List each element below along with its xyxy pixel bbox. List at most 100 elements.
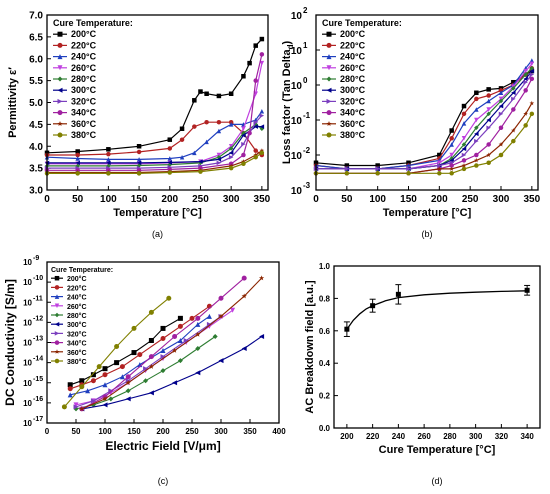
data-point — [167, 156, 173, 161]
data-point — [167, 137, 173, 142]
data-point — [498, 125, 504, 131]
x-axis-title: Electric Field [V/μm] — [105, 439, 220, 453]
a-legend-label: 380°C — [71, 130, 97, 140]
b-legend-marker — [326, 110, 332, 116]
data-point — [253, 154, 258, 160]
a-legend-label: 340°C — [71, 108, 97, 118]
data-point — [449, 142, 454, 147]
data-point — [529, 61, 535, 67]
data-point — [375, 166, 380, 172]
data-point — [370, 303, 376, 309]
data-point — [344, 163, 350, 168]
data-point — [474, 107, 479, 112]
data-point — [108, 388, 114, 394]
data-point — [228, 146, 234, 151]
series-line — [81, 277, 245, 410]
c-legend-label: 200°C — [67, 275, 87, 283]
y-tick-exponent: -13 — [33, 336, 43, 343]
data-point — [79, 406, 85, 412]
x-tick-label: 220 — [366, 432, 380, 441]
data-point — [75, 149, 80, 154]
x-tick-label: 50 — [72, 194, 84, 205]
b-legend-label: 380°C — [340, 130, 366, 140]
data-point — [461, 152, 467, 158]
y-tick-exponent: 2 — [303, 6, 308, 15]
data-point — [486, 142, 491, 147]
y-axis-title: AC Breakdown field [a.u.] — [304, 280, 316, 414]
series-240C — [67, 313, 212, 398]
data-point — [253, 78, 258, 83]
data-point — [344, 326, 350, 332]
panel-caption: (a) — [152, 229, 163, 239]
data-point — [172, 333, 178, 339]
data-point — [125, 396, 131, 402]
y-tick-label: 5.0 — [29, 98, 43, 109]
data-point — [486, 98, 491, 104]
data-point — [204, 139, 209, 145]
data-point — [67, 386, 73, 392]
data-point — [136, 171, 142, 176]
b-legend-title: Cure Temperature: — [322, 18, 402, 28]
data-point — [486, 160, 491, 166]
series-320C — [313, 72, 535, 172]
data-point — [195, 321, 201, 327]
data-point — [253, 43, 258, 48]
data-point — [474, 157, 479, 163]
data-point — [195, 331, 201, 337]
data-point — [148, 390, 154, 396]
y-tick-exponent: -3 — [303, 181, 311, 190]
series-200C — [67, 315, 183, 388]
c-legend-marker — [54, 285, 60, 290]
data-point — [167, 146, 173, 151]
data-point — [75, 160, 80, 166]
x-tick-label: 150 — [131, 194, 148, 205]
b-legend-label: 340°C — [340, 108, 366, 118]
c-legend-label: 280°C — [67, 312, 87, 320]
data-point — [228, 150, 234, 156]
y-tick-exponent: -1 — [303, 111, 311, 120]
data-point — [85, 388, 91, 394]
y-tick-label: 4.0 — [29, 142, 43, 153]
x-axis-title: Cure Temperature [°C] — [379, 444, 496, 456]
a-legend-label: 300°C — [71, 85, 97, 95]
c-legend-marker — [54, 349, 60, 354]
c-legend-marker — [54, 294, 60, 299]
data-point — [228, 91, 234, 96]
y-tick-label: 0.8 — [319, 294, 331, 303]
data-point — [125, 388, 131, 394]
data-point — [241, 141, 246, 147]
data-point — [177, 323, 183, 329]
data-point — [449, 166, 454, 171]
data-point — [108, 396, 114, 402]
data-point — [228, 163, 234, 168]
data-point — [474, 163, 479, 168]
data-point — [259, 333, 265, 339]
panel-caption: (b) — [422, 229, 433, 239]
data-point — [529, 68, 535, 74]
data-point — [148, 309, 154, 315]
panel-d: 200 220 240 260 280 300 320 340 0.0 0.2 0.4 0.6 0.8 1… — [304, 262, 541, 486]
data-point — [461, 166, 467, 172]
data-point — [177, 337, 183, 343]
y-tick-label: 3.5 — [29, 164, 43, 175]
y-tick-exponent: -14 — [33, 356, 43, 363]
data-point — [511, 107, 516, 112]
x-tick-label: 150 — [400, 194, 417, 205]
data-point — [106, 171, 111, 176]
data-point — [183, 337, 189, 343]
data-point — [198, 159, 203, 164]
data-point — [75, 152, 80, 158]
data-point — [204, 91, 209, 96]
series-380C — [44, 150, 265, 176]
c-legend-marker — [54, 312, 60, 318]
data-point — [247, 60, 252, 66]
data-point — [148, 363, 154, 369]
y-tick-label: 6.5 — [29, 32, 43, 43]
data-point — [259, 124, 265, 129]
data-point — [216, 160, 222, 166]
data-point — [143, 366, 149, 372]
data-point — [474, 96, 479, 102]
data-point — [90, 378, 96, 384]
x-tick-label: 250 — [185, 427, 199, 436]
